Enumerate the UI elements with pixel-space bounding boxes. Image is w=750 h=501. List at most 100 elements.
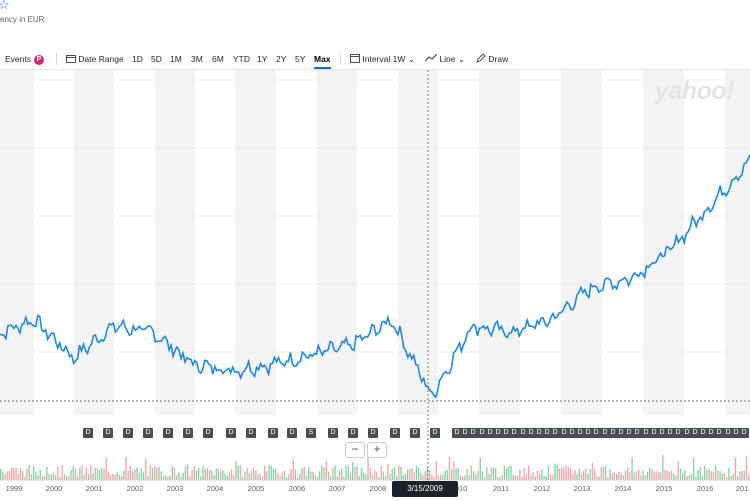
dividend-marker[interactable]: D: [731, 428, 741, 438]
range-5d[interactable]: 5D: [151, 54, 162, 64]
volume-bar: [237, 465, 239, 480]
dividend-marker[interactable]: D: [739, 428, 749, 438]
volume-bar: [358, 475, 360, 480]
range-5y[interactable]: 5Y: [295, 54, 306, 64]
volume-bar: [635, 471, 638, 480]
dividend-marker[interactable]: D: [123, 428, 133, 438]
dividend-marker[interactable]: D: [477, 428, 487, 438]
zoom-out-button[interactable]: −: [345, 442, 365, 458]
interval-button[interactable]: Interval 1W ⌄: [350, 52, 415, 66]
range-1d[interactable]: 1D: [132, 54, 143, 64]
dividend-marker[interactable]: D: [550, 428, 560, 438]
volume-bar: [182, 472, 184, 480]
dividend-marker[interactable]: D: [534, 428, 544, 438]
dividend-marker[interactable]: D: [583, 428, 593, 438]
dividend-marker[interactable]: D: [673, 428, 683, 438]
watchlist-star-icon[interactable]: ☆: [0, 0, 10, 12]
range-2y[interactable]: 2Y: [276, 54, 287, 64]
dividend-marker[interactable]: D: [518, 428, 528, 438]
dividend-marker[interactable]: D: [706, 428, 716, 438]
dividend-marker[interactable]: D: [468, 428, 478, 438]
dividend-marker[interactable]: D: [493, 428, 503, 438]
volume-bar: [312, 471, 314, 480]
dividend-marker[interactable]: D: [649, 428, 659, 438]
volume-bar: [554, 463, 556, 480]
dividend-marker[interactable]: D: [665, 428, 675, 438]
dividend-marker[interactable]: D: [559, 428, 569, 438]
volume-bar: [400, 466, 402, 480]
dividend-marker[interactable]: D: [83, 428, 93, 438]
events-button[interactable]: Events P: [5, 52, 44, 66]
dividend-marker[interactable]: D: [460, 428, 470, 438]
range-6m[interactable]: 6M: [212, 54, 224, 64]
dividend-marker[interactable]: D: [390, 428, 400, 438]
volume-bar: [211, 470, 213, 480]
volume-bar: [367, 456, 369, 480]
dividend-marker[interactable]: D: [246, 428, 256, 438]
dividend-marker[interactable]: D: [509, 428, 519, 438]
x-tick-label: 2001: [85, 484, 103, 493]
dividend-marker[interactable]: D: [698, 428, 708, 438]
dividend-marker[interactable]: D: [410, 428, 420, 438]
dividend-marker[interactable]: D: [608, 428, 618, 438]
volume-bar: [653, 472, 655, 480]
volume-bar: [609, 469, 611, 480]
range-1y[interactable]: 1Y: [257, 54, 268, 64]
range-3m[interactable]: 3M: [191, 54, 203, 64]
dividend-marker[interactable]: D: [600, 428, 610, 438]
dividend-marker[interactable]: D: [682, 428, 692, 438]
volume-bar: [739, 471, 741, 480]
split-marker[interactable]: S: [306, 428, 316, 438]
dividend-marker[interactable]: D: [723, 428, 733, 438]
dividend-marker[interactable]: D: [226, 428, 236, 438]
volume-bar: [228, 472, 231, 480]
dividend-marker[interactable]: D: [591, 428, 601, 438]
dividend-marker[interactable]: D: [575, 428, 585, 438]
draw-button[interactable]: Draw: [476, 52, 508, 66]
dividend-marker[interactable]: D: [616, 428, 626, 438]
dividend-marker[interactable]: D: [657, 428, 667, 438]
volume-bar: [721, 473, 723, 480]
range-ytd[interactable]: YTD: [233, 54, 250, 64]
dividend-marker[interactable]: D: [287, 428, 297, 438]
dividend-marker[interactable]: D: [143, 428, 153, 438]
dividend-marker[interactable]: D: [430, 428, 440, 438]
dividend-marker[interactable]: D: [526, 428, 536, 438]
range-max[interactable]: Max: [314, 54, 331, 69]
volume-bar: [600, 466, 602, 480]
volume-bar: [743, 470, 745, 480]
volume-bar: [160, 471, 162, 480]
line-chart-icon: [424, 53, 438, 62]
dividend-marker[interactable]: D: [328, 428, 338, 438]
dividend-marker[interactable]: D: [103, 428, 113, 438]
volume-bar: [521, 476, 523, 480]
dividend-marker[interactable]: D: [485, 428, 495, 438]
dividend-marker[interactable]: D: [268, 428, 278, 438]
volume-bar: [488, 474, 490, 480]
dividend-marker[interactable]: D: [690, 428, 700, 438]
dividend-marker[interactable]: D: [183, 428, 193, 438]
volume-bar: [697, 470, 699, 480]
dividend-marker[interactable]: D: [567, 428, 577, 438]
dividend-marker[interactable]: D: [368, 428, 378, 438]
range-1m[interactable]: 1M: [170, 54, 182, 64]
x-tick-label: 2004: [206, 484, 224, 493]
volume-bar: [393, 467, 396, 480]
volume-bar: [191, 470, 193, 480]
dividend-marker[interactable]: D: [501, 428, 511, 438]
price-chart[interactable]: [0, 70, 750, 480]
dividend-marker[interactable]: D: [632, 428, 642, 438]
volume-bar: [545, 476, 547, 480]
dividend-marker[interactable]: D: [641, 428, 651, 438]
chart-type-button[interactable]: Line ⌄: [424, 52, 465, 66]
date-range-button[interactable]: Date Range: [66, 52, 124, 66]
dividend-marker[interactable]: D: [714, 428, 724, 438]
dividend-marker[interactable]: D: [542, 428, 552, 438]
dividend-marker[interactable]: D: [203, 428, 213, 438]
dividend-marker[interactable]: D: [452, 428, 462, 438]
dividend-marker[interactable]: D: [163, 428, 173, 438]
zoom-in-button[interactable]: +: [367, 442, 387, 458]
dividend-marker[interactable]: D: [348, 428, 358, 438]
volume-bar: [52, 472, 55, 480]
dividend-marker[interactable]: D: [624, 428, 634, 438]
